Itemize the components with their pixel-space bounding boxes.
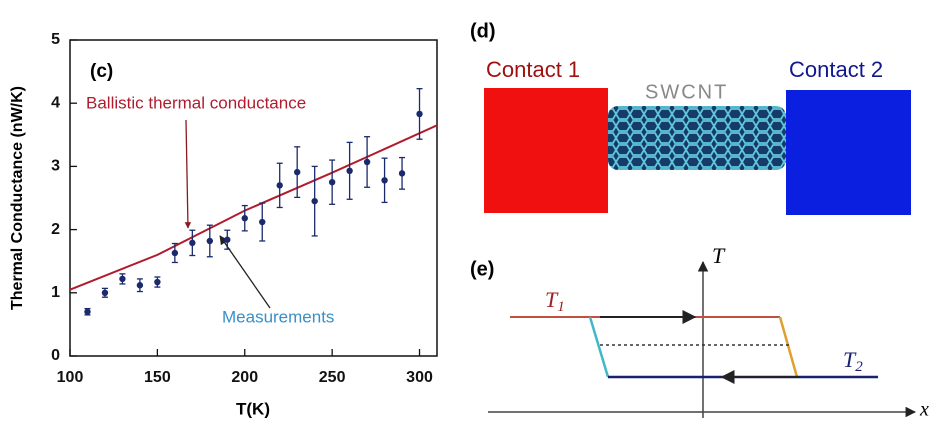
contact-1-label: Contact 1 bbox=[486, 57, 580, 82]
data-point bbox=[207, 238, 213, 244]
y-tick-label: 2 bbox=[51, 221, 60, 238]
ballistic-line bbox=[70, 125, 437, 289]
panel-label: (c) bbox=[90, 61, 113, 82]
t1-sub: 1 bbox=[557, 299, 565, 315]
x-tick-label: 200 bbox=[231, 369, 258, 386]
data-point bbox=[154, 279, 160, 285]
series-label: Ballistic thermal conductance bbox=[86, 93, 306, 112]
x-tick-label: 300 bbox=[406, 369, 433, 386]
y-tick-label: 3 bbox=[51, 158, 60, 175]
x-tick-label: 150 bbox=[144, 369, 171, 386]
x-tick-label: 250 bbox=[319, 369, 346, 386]
contact-1 bbox=[484, 88, 608, 213]
data-point bbox=[119, 276, 125, 282]
right-drop bbox=[780, 317, 797, 377]
data-point bbox=[346, 168, 352, 174]
data-point bbox=[137, 282, 143, 288]
t-axis-label: T bbox=[712, 243, 726, 268]
tube-label: SWCNT bbox=[645, 81, 728, 103]
data-point bbox=[329, 179, 335, 185]
data-point bbox=[224, 237, 230, 243]
data-point bbox=[416, 111, 422, 117]
contact-2-label: Contact 2 bbox=[789, 57, 883, 82]
t2-label: T2 bbox=[843, 347, 863, 375]
x-tick-label: 100 bbox=[57, 369, 84, 386]
data-point bbox=[242, 215, 248, 221]
panel-label: (e) bbox=[470, 258, 494, 280]
x-axis-label: x bbox=[919, 399, 929, 421]
y-tick-label: 1 bbox=[51, 284, 60, 301]
data-point bbox=[172, 250, 178, 256]
contact-2 bbox=[786, 90, 911, 215]
t2-sub: 2 bbox=[855, 359, 863, 375]
data-point bbox=[294, 169, 300, 175]
data-point bbox=[399, 170, 405, 176]
t1-label: T1 bbox=[545, 287, 565, 315]
nanotube bbox=[608, 106, 786, 170]
data-point bbox=[259, 219, 265, 225]
figure: (c) T(K) Thermal Conductance (nW/K) (d) … bbox=[0, 0, 934, 429]
annotation-arrow bbox=[186, 120, 188, 228]
x-axis-title: T(K) bbox=[236, 399, 270, 418]
series-label: Measurements bbox=[222, 307, 334, 326]
data-point bbox=[364, 159, 370, 165]
data-point bbox=[311, 198, 317, 204]
data-point bbox=[84, 309, 90, 315]
panel-label: (d) bbox=[470, 20, 496, 42]
data-point bbox=[189, 240, 195, 246]
y-tick-label: 5 bbox=[51, 31, 60, 48]
y-tick-label: 4 bbox=[51, 94, 60, 111]
y-tick-label: 0 bbox=[51, 347, 60, 364]
data-point bbox=[381, 177, 387, 183]
data-point bbox=[102, 290, 108, 296]
data-point bbox=[277, 182, 283, 188]
left-drop bbox=[590, 317, 608, 377]
y-axis-title: Thermal Conductance (nW/K) bbox=[9, 86, 26, 310]
